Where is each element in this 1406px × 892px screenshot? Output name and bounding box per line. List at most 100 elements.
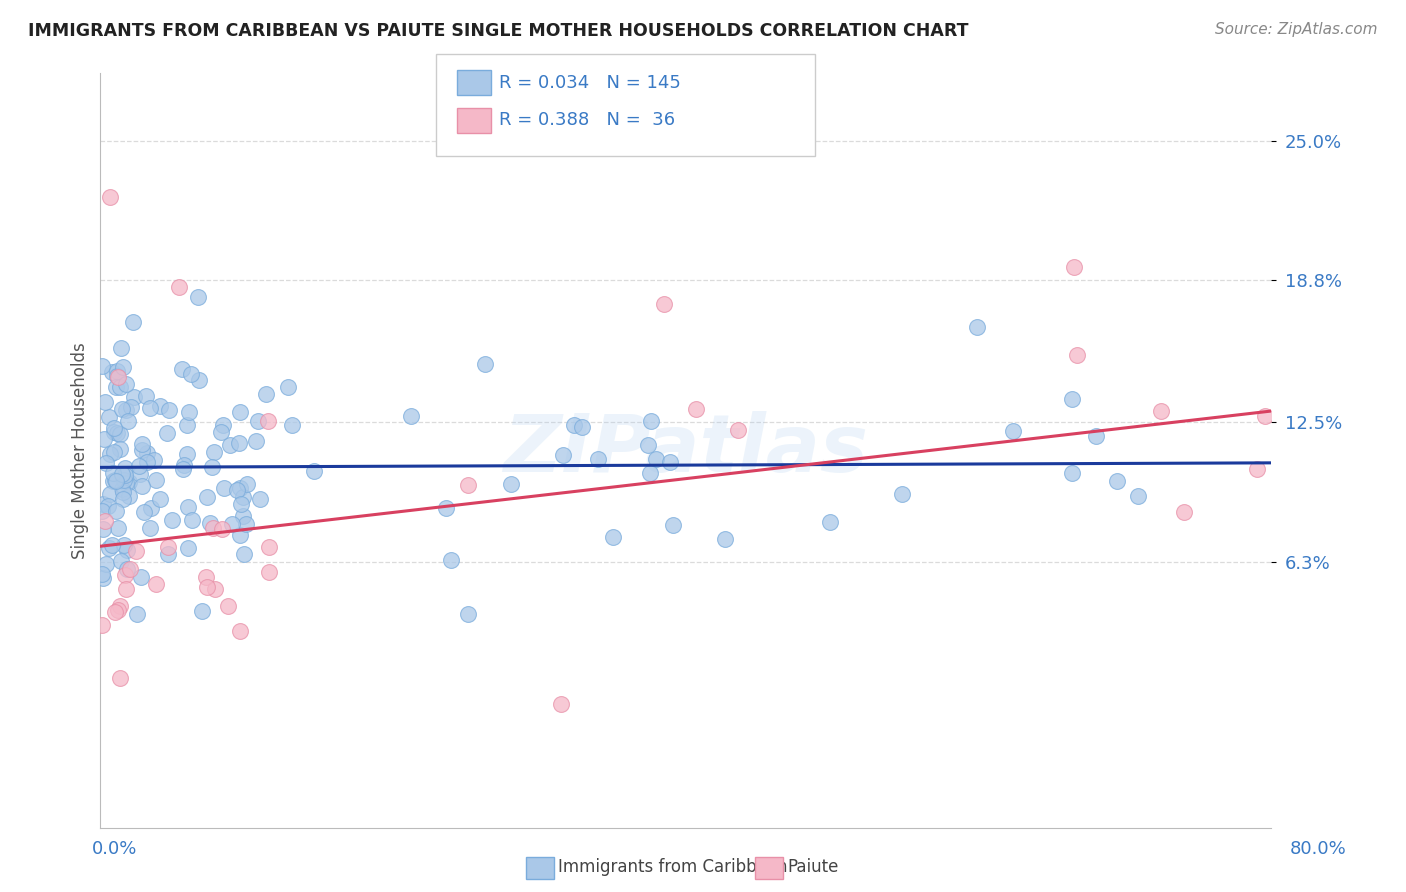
Point xyxy=(94,557,117,571)
Point xyxy=(103,444,125,458)
Point xyxy=(191,604,214,618)
Point xyxy=(179,405,201,419)
Point xyxy=(107,602,129,616)
Point xyxy=(118,489,141,503)
Point xyxy=(180,514,202,528)
Point xyxy=(501,476,523,491)
Point xyxy=(90,359,112,373)
Point xyxy=(204,582,226,597)
Point xyxy=(122,316,145,330)
Point xyxy=(124,543,146,558)
Point xyxy=(101,365,124,379)
Point xyxy=(236,477,259,491)
Point xyxy=(93,432,115,446)
Text: 0.0%: 0.0% xyxy=(91,840,136,858)
Point xyxy=(257,415,280,429)
Point xyxy=(149,399,172,413)
Point xyxy=(139,401,162,416)
Point xyxy=(157,402,180,417)
Point xyxy=(108,380,131,394)
Point xyxy=(131,479,153,493)
Point xyxy=(436,500,458,515)
Point xyxy=(112,360,135,375)
Point xyxy=(94,456,117,470)
Point xyxy=(117,543,139,558)
Point xyxy=(91,571,114,585)
Point xyxy=(145,577,167,591)
Point xyxy=(91,566,114,581)
Point xyxy=(103,425,125,440)
Point xyxy=(685,402,707,417)
Point xyxy=(111,492,134,507)
Point xyxy=(231,497,253,511)
Point xyxy=(142,452,165,467)
Point xyxy=(114,461,136,475)
Point xyxy=(640,414,662,428)
Point xyxy=(180,367,202,381)
Point xyxy=(440,553,463,567)
Point xyxy=(280,418,302,433)
Point xyxy=(221,517,243,532)
Point xyxy=(232,547,254,561)
Point xyxy=(302,464,325,478)
Point xyxy=(98,541,121,555)
Point xyxy=(131,437,153,451)
Point xyxy=(1173,505,1195,519)
Point xyxy=(148,492,170,507)
Point xyxy=(176,447,198,461)
Point xyxy=(662,517,685,532)
Point xyxy=(640,466,662,480)
Point xyxy=(131,442,153,457)
Point xyxy=(110,554,132,568)
Point xyxy=(195,491,218,505)
Point xyxy=(103,466,125,480)
Point xyxy=(645,452,668,467)
Point xyxy=(202,444,225,458)
Point xyxy=(139,501,162,516)
Point xyxy=(195,581,218,595)
Point xyxy=(135,455,157,469)
Point xyxy=(257,565,280,579)
Point xyxy=(399,409,422,423)
Point xyxy=(115,582,138,597)
Point xyxy=(219,438,242,452)
Point xyxy=(114,568,136,582)
Point xyxy=(198,516,221,530)
Text: R = 0.388   N =  36: R = 0.388 N = 36 xyxy=(499,112,675,129)
Point xyxy=(98,190,121,204)
Point xyxy=(457,607,479,621)
Point xyxy=(120,400,142,414)
Point xyxy=(201,520,224,534)
Point xyxy=(117,413,139,427)
Point xyxy=(114,467,136,482)
Point xyxy=(111,482,134,496)
Point xyxy=(176,418,198,433)
Point xyxy=(94,395,117,409)
Point xyxy=(229,527,252,541)
Point xyxy=(108,442,131,456)
Point xyxy=(226,483,249,497)
Point xyxy=(162,513,184,527)
Point xyxy=(128,458,150,473)
Text: IMMIGRANTS FROM CARIBBEAN VS PAIUTE SINGLE MOTHER HOUSEHOLDS CORRELATION CHART: IMMIGRANTS FROM CARIBBEAN VS PAIUTE SING… xyxy=(28,22,969,40)
Point xyxy=(103,421,125,435)
Point xyxy=(111,401,134,416)
Text: Source: ZipAtlas.com: Source: ZipAtlas.com xyxy=(1215,22,1378,37)
Point xyxy=(136,446,159,460)
Point xyxy=(177,541,200,555)
Point xyxy=(107,370,129,384)
Point xyxy=(110,426,132,441)
Point xyxy=(1246,462,1268,476)
Point xyxy=(98,447,121,461)
Point xyxy=(209,425,232,440)
Point xyxy=(457,478,479,492)
Point xyxy=(132,505,155,519)
Text: ZIPatlas: ZIPatlas xyxy=(503,411,869,490)
Point xyxy=(127,607,149,621)
Point xyxy=(228,624,250,639)
Point xyxy=(104,473,127,487)
Point xyxy=(156,425,179,440)
Point xyxy=(259,540,281,554)
Point xyxy=(128,467,150,482)
Point xyxy=(474,357,496,371)
